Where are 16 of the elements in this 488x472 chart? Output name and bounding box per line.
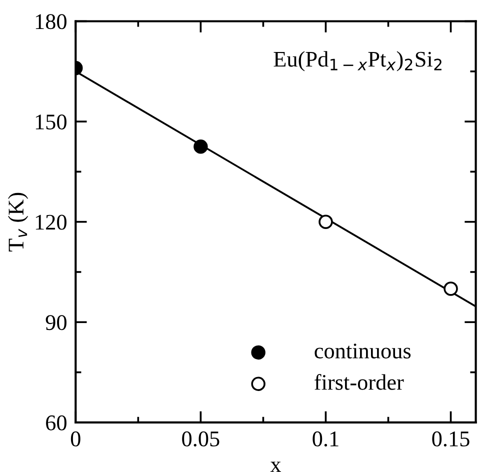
y-axis-title: T$_{v}$ (K) <box>8 192 28 252</box>
y-tick-label: 180 <box>36 14 66 30</box>
y-tick-label: 90 <box>46 315 66 330</box>
legend-label: continuous <box>314 344 411 359</box>
x-tick-label: 0.15 <box>432 431 470 447</box>
annotation: Eu(Pd$_{1−x}$Pt$_{x}$)$_{2}$Si$_{2}$ <box>274 51 442 72</box>
x-tick-label: 0.05 <box>182 431 220 447</box>
x-tick-label: 0.1 <box>312 431 338 447</box>
point <box>318 214 333 229</box>
legend-label: first-order <box>314 374 404 390</box>
y-tick-label: 120 <box>36 214 66 230</box>
y-tick-label: 150 <box>36 114 66 130</box>
point <box>444 282 458 296</box>
x-axis-title: x <box>270 462 282 472</box>
y-tick-label: 60 <box>46 415 66 430</box>
x-tick-label: 0 <box>70 431 80 446</box>
